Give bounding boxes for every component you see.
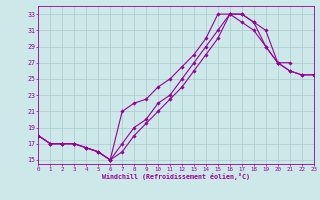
- X-axis label: Windchill (Refroidissement éolien,°C): Windchill (Refroidissement éolien,°C): [102, 173, 250, 180]
